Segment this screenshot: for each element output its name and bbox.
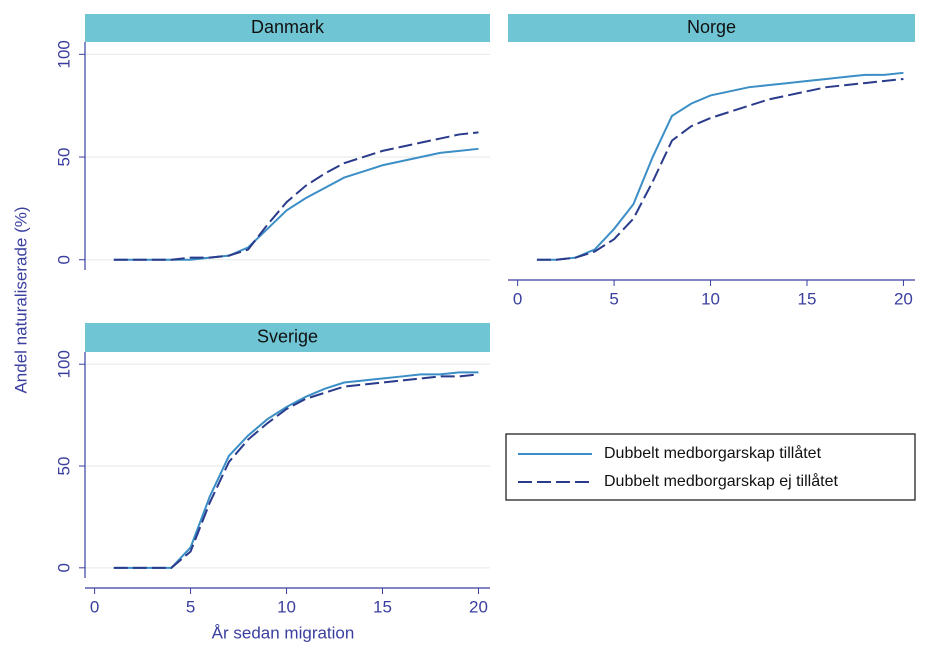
panel-header bbox=[508, 14, 915, 42]
legend-label: Dubbelt medborgarskap ej tillåtet bbox=[604, 472, 838, 490]
x-tick-label: 5 bbox=[186, 597, 195, 616]
y-tick-label: 0 bbox=[54, 255, 73, 264]
x-tick-label: 10 bbox=[701, 289, 720, 308]
y-tick-label: 50 bbox=[54, 457, 73, 476]
y-axis-label: Andel naturaliserade (%) bbox=[11, 206, 30, 393]
x-tick-label: 15 bbox=[798, 289, 817, 308]
x-tick-label: 20 bbox=[894, 289, 913, 308]
line bbox=[113, 131, 479, 261]
x-tick-label: 15 bbox=[373, 597, 392, 616]
panel-header bbox=[85, 14, 490, 42]
y-tick-label: 100 bbox=[54, 40, 73, 68]
legend-box bbox=[505, 433, 916, 501]
line bbox=[536, 77, 904, 261]
y-tick-label: 50 bbox=[54, 148, 73, 167]
line bbox=[113, 147, 479, 261]
y-tick-label: 0 bbox=[54, 563, 73, 572]
line bbox=[113, 371, 479, 569]
line bbox=[536, 71, 904, 261]
panel-title: Sverige bbox=[257, 326, 318, 346]
panel-title: Norge bbox=[687, 17, 736, 37]
x-tick-label: 5 bbox=[609, 289, 618, 308]
line bbox=[113, 373, 479, 569]
panel-title: Danmark bbox=[251, 17, 325, 37]
x-tick-label: 0 bbox=[90, 597, 99, 616]
x-tick-label: 0 bbox=[513, 289, 522, 308]
x-tick-label: 10 bbox=[277, 597, 296, 616]
x-axis-label: År sedan migration bbox=[212, 623, 355, 642]
x-tick-label: 20 bbox=[469, 597, 488, 616]
y-tick-label: 100 bbox=[54, 350, 73, 378]
panel-header bbox=[85, 323, 490, 352]
legend-label: Dubbelt medborgarskap tillåtet bbox=[604, 444, 822, 462]
